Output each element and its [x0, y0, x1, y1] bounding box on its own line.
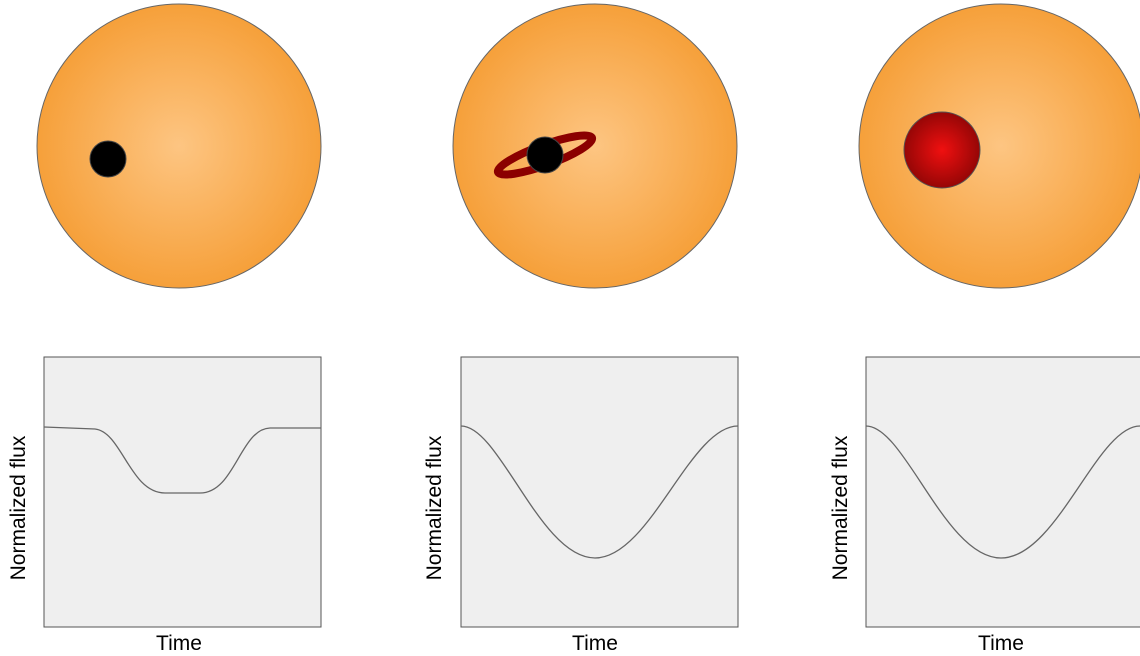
light-curve: [460, 425, 739, 559]
red-planet: [903, 111, 981, 189]
planet: [526, 136, 564, 174]
x-label: Time: [156, 632, 202, 655]
star: [858, 3, 1140, 289]
plot-area: [460, 356, 739, 628]
x-label: Time: [978, 632, 1024, 655]
plot-area: [865, 356, 1140, 628]
star: [36, 3, 322, 289]
y-label: Normalized flux: [7, 435, 30, 580]
star: [452, 3, 738, 289]
plot-area: [43, 356, 322, 628]
light-curve: [43, 426, 321, 494]
y-label: Normalized flux: [829, 435, 852, 580]
planet: [89, 140, 127, 178]
light-curve: [865, 425, 1140, 559]
x-label: Time: [572, 632, 618, 655]
y-label: Normalized flux: [423, 435, 446, 580]
